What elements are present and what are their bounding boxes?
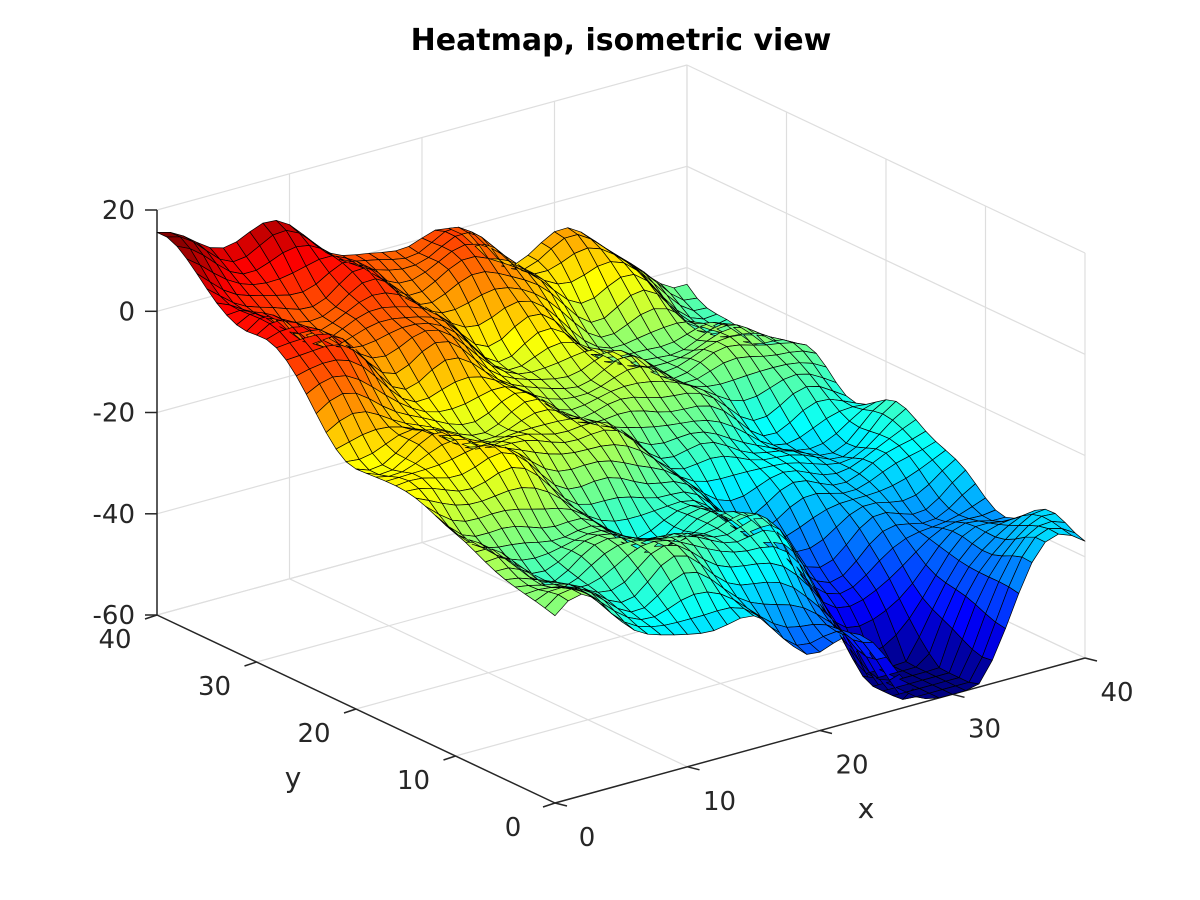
x-tick-mark xyxy=(819,729,833,735)
grid-line xyxy=(686,64,1086,254)
z-tick-label: 0 xyxy=(118,297,135,327)
x-tick-label: 0 xyxy=(579,823,596,853)
x-axis-label: x xyxy=(858,792,875,825)
x-tick-mark xyxy=(554,802,568,807)
y-tick-mark xyxy=(244,661,257,667)
y-tick-label: 40 xyxy=(98,625,131,655)
y-tick-label: 0 xyxy=(505,813,522,843)
x-tick-mark xyxy=(1084,657,1098,662)
surface-patch xyxy=(1061,528,1086,542)
z-tick-label: -20 xyxy=(93,399,135,429)
axes xyxy=(144,209,1098,808)
x-tick-mark xyxy=(687,766,700,771)
grid-line xyxy=(686,266,1086,457)
y-tick-mark xyxy=(343,708,357,714)
grid-line xyxy=(156,64,688,211)
z-tick-label: 20 xyxy=(102,196,135,226)
x-tick-label: 10 xyxy=(703,787,736,817)
x-tick-mark xyxy=(952,693,965,699)
grid-line xyxy=(686,165,1086,355)
surface-mesh xyxy=(156,220,1086,700)
y-axis-label: y xyxy=(285,761,302,794)
x-tick-label: 40 xyxy=(1100,678,1133,708)
z-tick-label: -60 xyxy=(93,601,135,631)
y-tick-label: 10 xyxy=(397,766,430,796)
y-tick-mark xyxy=(443,755,456,761)
y-tick-label: 20 xyxy=(297,719,330,749)
x-tick-label: 20 xyxy=(835,751,868,781)
x-tick-label: 30 xyxy=(968,714,1001,744)
chart-title: Heatmap, isometric view xyxy=(411,23,832,58)
y-tick-label: 30 xyxy=(198,672,231,702)
y-tick-mark xyxy=(542,802,556,808)
z-tick-label: -40 xyxy=(93,500,135,530)
